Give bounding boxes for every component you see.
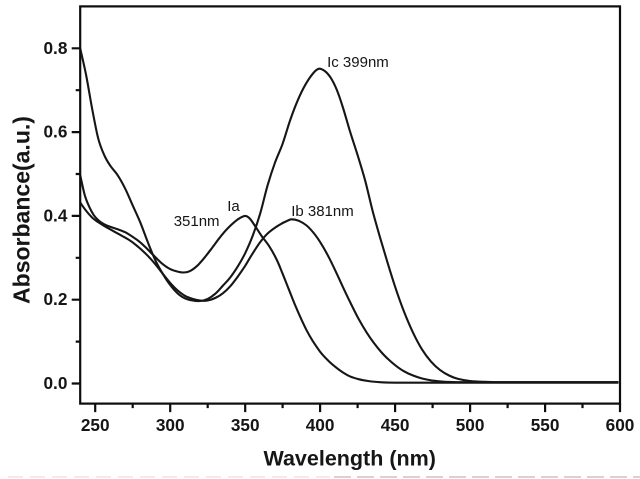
svg-text:0.2: 0.2 — [43, 289, 67, 309]
svg-text:550: 550 — [531, 415, 560, 435]
svg-text:400: 400 — [306, 415, 335, 435]
svg-text:0.0: 0.0 — [43, 373, 67, 393]
svg-text:Ic 399nm: Ic 399nm — [327, 54, 389, 71]
svg-text:0.8: 0.8 — [43, 38, 67, 58]
svg-text:0.6: 0.6 — [43, 122, 67, 142]
svg-text:Ia: Ia — [227, 198, 240, 215]
svg-text:351nm: 351nm — [174, 213, 220, 230]
svg-text:Absorbance(a.u.): Absorbance(a.u.) — [9, 116, 35, 304]
svg-text:Ib 381nm: Ib 381nm — [291, 203, 354, 220]
svg-text:600: 600 — [606, 415, 635, 435]
svg-text:450: 450 — [381, 415, 410, 435]
svg-text:500: 500 — [456, 415, 485, 435]
svg-text:250: 250 — [81, 415, 110, 435]
svg-text:0.4: 0.4 — [43, 205, 67, 225]
svg-text:Wavelength (nm): Wavelength (nm) — [263, 447, 435, 471]
svg-text:300: 300 — [156, 415, 185, 435]
svg-text:350: 350 — [231, 415, 260, 435]
